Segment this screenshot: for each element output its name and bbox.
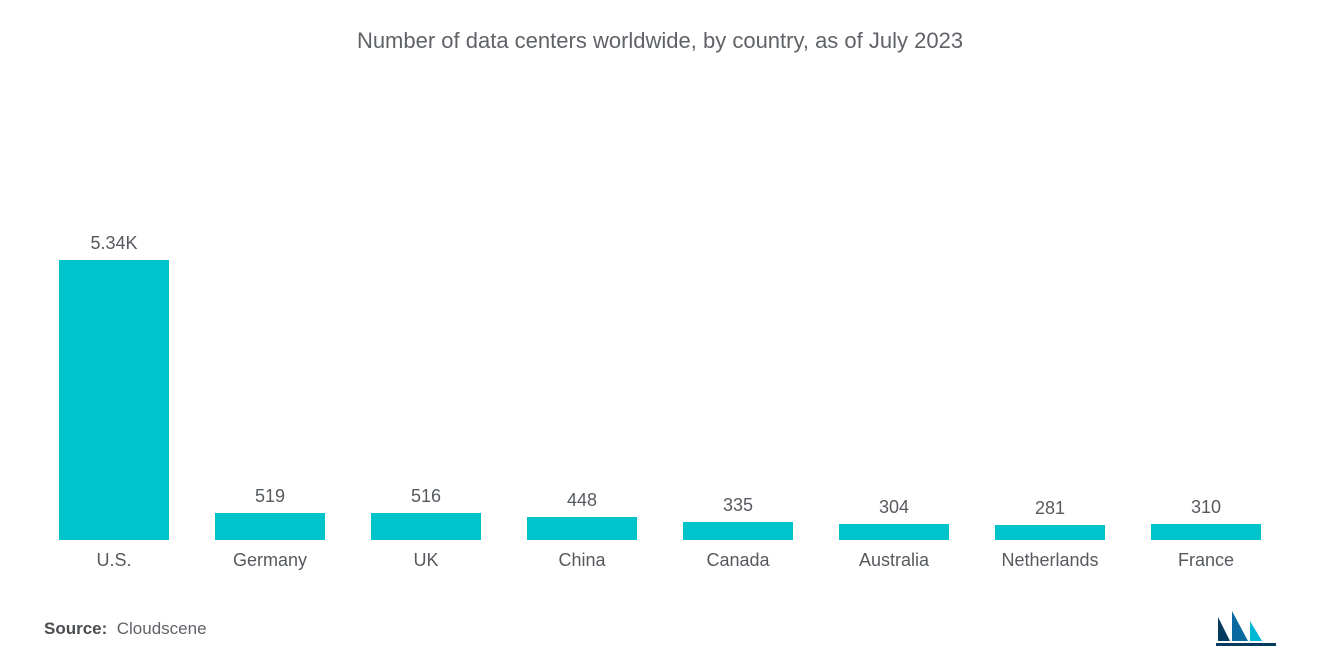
bar [995, 525, 1105, 540]
bar-group: 516 UK [371, 486, 481, 571]
bar [215, 513, 325, 540]
chart-title: Number of data centers worldwide, by cou… [40, 28, 1280, 54]
bar [59, 260, 169, 540]
bar-group: 519 Germany [215, 486, 325, 571]
bar-value-label: 5.34K [90, 233, 137, 254]
bar-category-label: France [1178, 550, 1234, 571]
bar [683, 522, 793, 540]
source-line: Source: Cloudscene [44, 619, 207, 639]
bar-category-label: U.S. [96, 550, 131, 571]
bar-category-label: Australia [859, 550, 929, 571]
bar-value-label: 310 [1191, 497, 1221, 518]
bar-group: 310 France [1151, 497, 1261, 571]
chart-footer: Source: Cloudscene [40, 601, 1280, 665]
brand-logo-icon [1216, 611, 1276, 647]
bar-group: 5.34K U.S. [59, 233, 169, 571]
bar [839, 524, 949, 540]
bar-value-label: 281 [1035, 498, 1065, 519]
bar-category-label: China [558, 550, 605, 571]
bar-value-label: 335 [723, 495, 753, 516]
bar-value-label: 448 [567, 490, 597, 511]
bar-category-label: Germany [233, 550, 307, 571]
bar-category-label: Canada [706, 550, 769, 571]
bar-group: 335 Canada [683, 495, 793, 571]
bar [1151, 524, 1261, 540]
bar-value-label: 304 [879, 497, 909, 518]
chart-plot-area: 5.34K U.S. 519 Germany 516 UK 448 China 335 Canad… [40, 64, 1280, 601]
bar-group: 304 Australia [839, 497, 949, 571]
bar-value-label: 519 [255, 486, 285, 507]
source-name: Cloudscene [117, 619, 207, 638]
bar-category-label: Netherlands [1001, 550, 1098, 571]
bar-category-label: UK [413, 550, 438, 571]
source-prefix: Source: [44, 619, 107, 638]
bar [371, 513, 481, 540]
bar-group: 281 Netherlands [995, 498, 1105, 571]
chart-container: Number of data centers worldwide, by cou… [0, 0, 1320, 665]
bar [527, 517, 637, 540]
bar-group: 448 China [527, 490, 637, 571]
bar-value-label: 516 [411, 486, 441, 507]
